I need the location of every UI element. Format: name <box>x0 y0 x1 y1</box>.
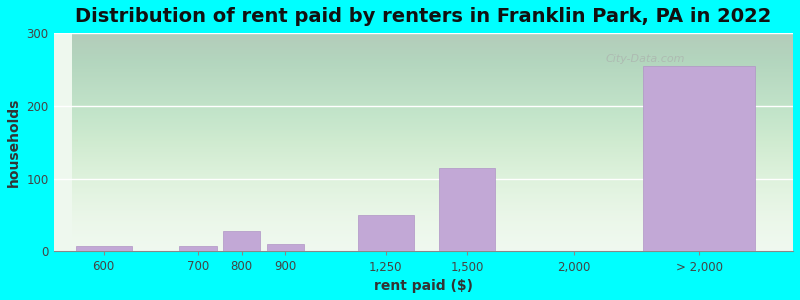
Bar <box>642 66 755 251</box>
Bar <box>266 244 304 251</box>
X-axis label: rent paid ($): rent paid ($) <box>374 279 473 293</box>
Bar <box>439 168 495 251</box>
Bar <box>179 246 217 251</box>
Y-axis label: households: households <box>7 98 21 187</box>
Text: City-Data.com: City-Data.com <box>606 54 685 64</box>
Bar <box>223 231 261 251</box>
Title: Distribution of rent paid by renters in Franklin Park, PA in 2022: Distribution of rent paid by renters in … <box>75 7 771 26</box>
Bar <box>75 246 132 251</box>
Bar <box>358 215 414 251</box>
